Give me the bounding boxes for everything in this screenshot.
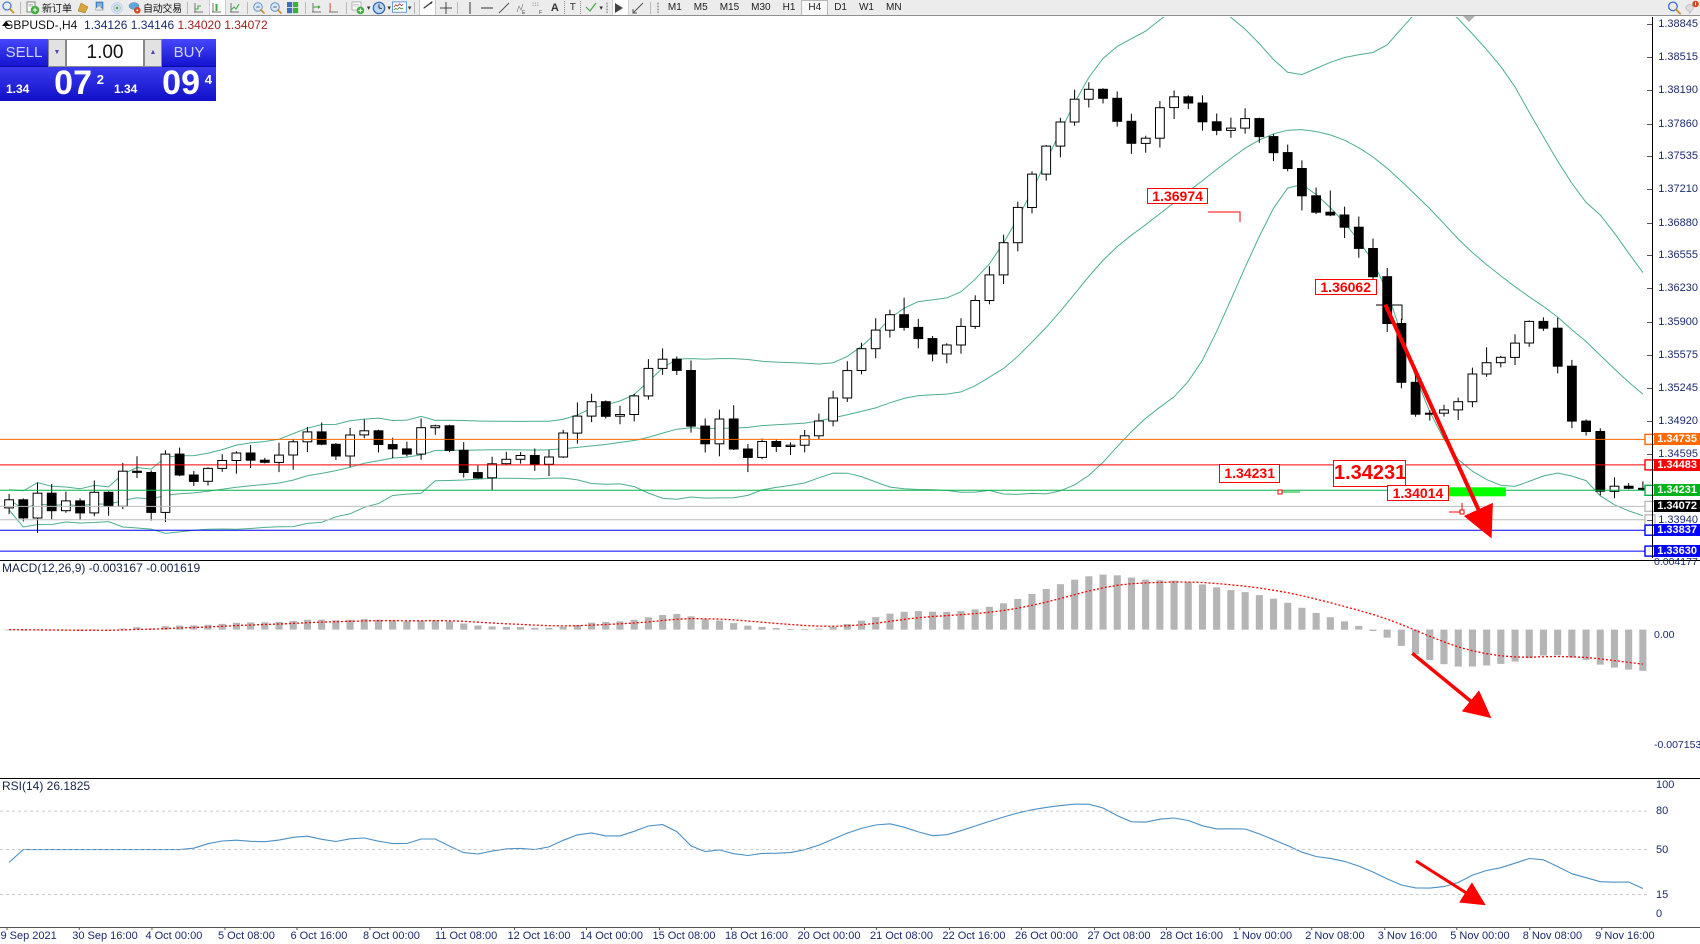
svg-text:E: E [522,10,526,15]
svg-text:F: F [539,10,542,15]
